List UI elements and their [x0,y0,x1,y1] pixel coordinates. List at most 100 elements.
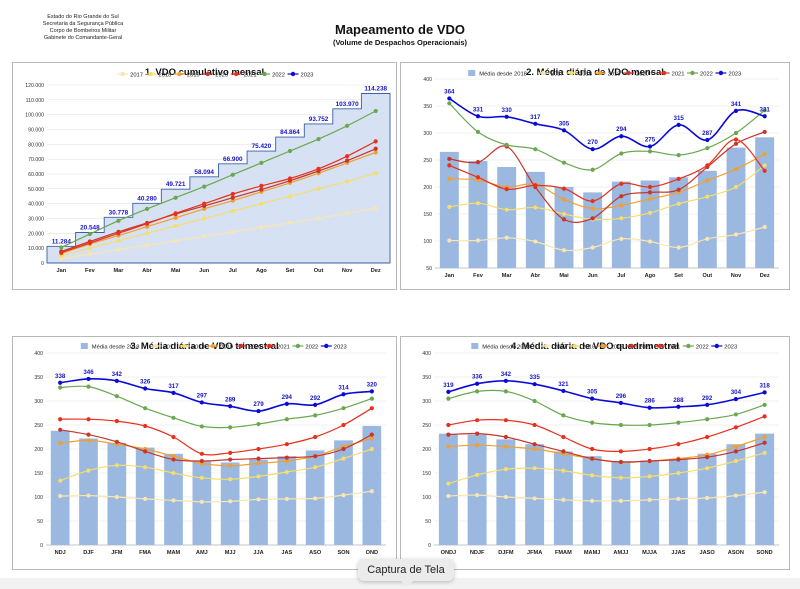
series-line-2022 [60,385,372,429]
series-point-2017 [504,235,509,240]
data-label-2023: 292 [310,395,321,402]
series-point-2021 [259,183,264,188]
bar-media-desde-2018 [669,177,689,268]
series-point-2018 [475,472,480,478]
series-point-2023 [532,382,537,387]
legend-label: 2018 [579,72,592,78]
legend-label: 2017 [130,73,143,79]
series-point-2018 [503,467,508,472]
series-point-2023 [475,114,481,119]
bar-media-desde-2018 [697,170,717,268]
data-label-2023: 305 [587,389,598,396]
y-tick-label: 100.000 [25,113,44,119]
series-point-2017 [475,238,481,243]
series-line-2020 [60,429,373,462]
series-point-2017 [619,236,624,241]
legend-label: 2020 [215,73,228,79]
y-tick-label: 400 [422,351,431,357]
series-point-2020 [446,432,451,437]
series-point-2020 [373,146,378,151]
bar-media-desde-2018 [611,181,631,268]
series-point-2021 [143,423,148,429]
series-point-2022 [676,153,681,158]
series-point-2023 [561,128,567,133]
legend-label: 2018 [192,345,205,351]
series-point-2018 [561,468,566,473]
series-point-2017 [447,238,452,243]
data-label-2023: 93.752 [309,116,329,123]
series-point-2017 [561,248,567,253]
legend-swatch [177,71,182,77]
series-point-2020 [475,160,481,165]
data-label-2023: 342 [501,371,512,378]
series-point-2022 [230,172,235,177]
series-point-2017 [762,224,767,230]
x-tick-label: Ago [256,268,267,274]
y-tick-label: 350 [423,104,432,110]
legend-label: 2021 [277,345,290,351]
series-point-2019 [58,441,63,446]
series-point-2021 [762,414,767,419]
series-point-2021 [561,434,566,440]
org-line: Estado do Rio Grande do Sul [47,14,119,20]
series-point-2022 [705,417,710,422]
series-line-2017 [60,490,372,503]
series-point-2022 [284,417,289,422]
data-label-2023: 305 [559,120,570,127]
series-point-2020 [705,455,710,460]
data-label-2023: 288 [673,397,684,404]
series-point-2023 [503,378,508,383]
series-point-2018 [561,211,567,217]
legend-swatch [471,343,479,349]
series-line-2018 [449,164,766,221]
series-point-2021 [762,168,767,173]
series-point-2021 [590,446,595,452]
series-point-2022 [114,394,119,399]
series-point-2021 [59,250,64,255]
bar-media-desde-2018 [50,430,70,545]
x-tick-label: JASO [700,550,716,556]
series-point-2018 [475,201,481,206]
series-point-2023 [762,390,767,395]
series-point-2020 [114,439,119,444]
series-point-2020 [590,456,595,461]
series-point-2017 [143,496,148,502]
series-point-2021 [199,451,204,456]
series-point-2022 [199,424,204,429]
x-tick-label: JJAS [671,550,685,556]
series-point-2017 [475,492,480,498]
series-point-2021 [647,184,653,190]
y-tick-label: 300 [34,399,43,405]
legend-label: 2019 [220,345,233,351]
series-point-2022 [345,123,350,128]
chart-monthly: Média desde 2018 2017 2018 2019 2020 * 2021 20… [423,70,779,279]
series-point-2022 [647,149,653,154]
series-point-2020 [256,456,261,461]
legend-label: 2019 [608,72,621,78]
series-point-2018 [676,201,681,206]
series-point-2020 [86,432,91,437]
series-point-2018 [762,450,767,455]
series-point-2018 [590,473,595,478]
series-point-2019 [369,436,374,441]
x-tick-label: JAS [281,550,292,556]
series-point-2022 [446,396,451,401]
series-point-2018 [256,474,261,479]
series-point-2023 [619,134,624,139]
series-point-2022 [369,396,374,401]
y-tick-label: 350 [34,375,43,381]
data-label-2023: 326 [140,379,151,386]
x-tick-label: FMA [139,550,151,556]
series-point-2021 [171,434,176,440]
series-point-2018 [228,477,233,482]
series-point-2019 [590,206,595,211]
series-point-2021 [116,231,121,236]
legend-label: 2021 [668,345,681,351]
series-point-2020 [532,442,537,447]
series-point-2017 [313,496,318,501]
series-point-2017 [87,252,92,257]
series-point-2021 [533,183,538,188]
data-label-2023: 304 [731,389,742,396]
series-point-2023 [533,121,538,126]
series-point-2017 [373,206,378,211]
